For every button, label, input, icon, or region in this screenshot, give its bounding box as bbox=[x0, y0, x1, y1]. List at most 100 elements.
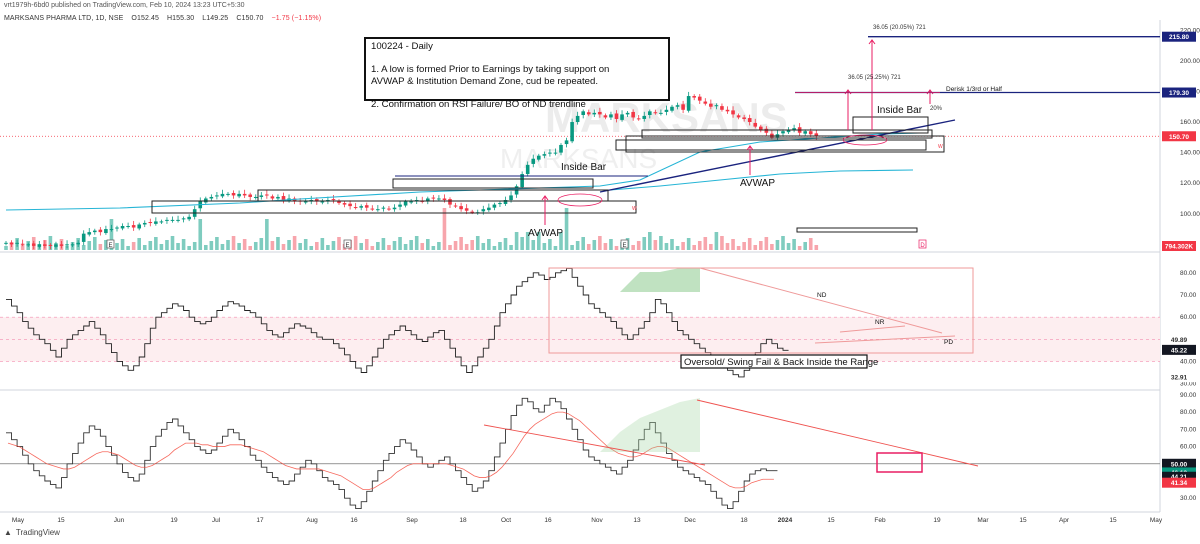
candle bbox=[242, 189, 247, 199]
volume-bar bbox=[165, 240, 169, 250]
candle-body bbox=[220, 193, 225, 197]
price-tick-label: 160.00 bbox=[1180, 119, 1200, 126]
candle-body bbox=[553, 152, 558, 154]
volume-bar bbox=[814, 245, 819, 250]
volume-bar bbox=[653, 240, 658, 250]
candle bbox=[359, 204, 363, 211]
volume-bar bbox=[331, 241, 336, 250]
candle bbox=[586, 109, 591, 117]
rsi-tick-label: 60.00 bbox=[1180, 314, 1197, 321]
osc-ma-line bbox=[7, 411, 774, 491]
candle bbox=[709, 99, 713, 110]
volume-bar bbox=[648, 232, 652, 250]
volume-bar bbox=[725, 243, 730, 250]
analysis-note[interactable]: 100224 - Daily 1. A low is formed Prior … bbox=[364, 37, 670, 110]
candle bbox=[420, 196, 425, 204]
candle-body bbox=[226, 193, 230, 195]
time-axis: May 15 Jun 19 Jul 17 Aug 16 Sep 18 Oct 16 Nov 13 Dec 18… bbox=[12, 517, 1163, 524]
volume-bar bbox=[781, 236, 785, 250]
volume-bar bbox=[370, 246, 375, 250]
candle-body bbox=[353, 207, 358, 209]
candle-body bbox=[731, 110, 735, 115]
volume-bar bbox=[492, 246, 497, 250]
volume-bar bbox=[148, 241, 153, 250]
note-line2: 2. Confirmation on RSI Failure/ BO of ND… bbox=[371, 98, 586, 110]
candle-body bbox=[764, 128, 769, 133]
time-tick-label: 15 bbox=[57, 517, 65, 524]
candle-body bbox=[303, 201, 308, 203]
volume-bar bbox=[192, 242, 197, 250]
candle bbox=[625, 111, 630, 117]
time-tick-label: Mar bbox=[977, 517, 989, 524]
osc-green-fill bbox=[600, 398, 700, 452]
candle bbox=[109, 224, 114, 232]
time-tick-label: Dec bbox=[684, 517, 696, 524]
candle-body bbox=[542, 154, 547, 156]
candle-body bbox=[487, 207, 491, 211]
volume-bar bbox=[109, 219, 114, 250]
candle bbox=[87, 227, 92, 237]
volume-bar bbox=[226, 240, 230, 250]
candle-body bbox=[259, 195, 264, 197]
candle-body bbox=[803, 131, 807, 134]
volume-bar bbox=[642, 237, 647, 250]
candle bbox=[492, 202, 497, 211]
rsi-line bbox=[6, 267, 789, 378]
ohlc-change: −1.75 (−1.15%) bbox=[271, 15, 322, 22]
volume-bar bbox=[48, 236, 53, 250]
candle-body bbox=[4, 242, 8, 244]
derisk-price-tag-bg bbox=[1162, 87, 1196, 98]
candle-body bbox=[392, 207, 397, 210]
volume-bar bbox=[475, 236, 480, 250]
candle bbox=[387, 205, 391, 212]
volume-bar bbox=[381, 238, 386, 250]
volume-bar bbox=[509, 245, 513, 250]
candle bbox=[348, 200, 352, 210]
volume-bar bbox=[320, 238, 325, 250]
volume-bar bbox=[792, 239, 796, 250]
candle-body bbox=[548, 152, 552, 154]
osc-tag-d: 41.34 bbox=[1171, 480, 1188, 487]
volume-bar bbox=[292, 236, 297, 250]
volume-bar bbox=[609, 239, 613, 250]
volume-bar bbox=[531, 240, 536, 250]
volume-bar bbox=[714, 232, 719, 250]
candle-body bbox=[43, 244, 47, 246]
candle-body bbox=[204, 198, 208, 203]
osc-tick-label: 80.00 bbox=[1180, 409, 1197, 416]
rsi-upper-tag-bg bbox=[1162, 334, 1196, 345]
volume-bar bbox=[376, 242, 380, 250]
candle-body bbox=[403, 201, 408, 206]
candle bbox=[115, 225, 119, 232]
footer-brand[interactable]: ▲ TradingView bbox=[4, 528, 60, 537]
candle-body bbox=[592, 112, 597, 115]
volume-tag: 794.302K bbox=[1165, 244, 1193, 251]
candle bbox=[453, 202, 458, 208]
candle-body bbox=[503, 200, 508, 204]
avwap-arrow-left-head bbox=[541, 195, 549, 201]
rsi-pane bbox=[0, 134, 1160, 378]
candle bbox=[31, 240, 36, 250]
candle-body bbox=[770, 133, 774, 138]
candle bbox=[54, 241, 58, 249]
volume-bar bbox=[747, 238, 752, 250]
candle bbox=[43, 240, 47, 249]
time-tick-label: Apr bbox=[1059, 517, 1070, 524]
volume-bar bbox=[459, 237, 463, 250]
candle-body bbox=[237, 193, 241, 197]
zone-box bbox=[852, 116, 929, 134]
candle-body bbox=[808, 131, 813, 135]
candle-body bbox=[104, 229, 108, 234]
rsi-tick-label: 80.00 bbox=[1180, 270, 1197, 277]
osc-tick-label: 90.00 bbox=[1180, 392, 1197, 399]
candle-body bbox=[76, 242, 80, 245]
symbol-name[interactable]: MARKSANS PHARMA LTD, 1D, NSE bbox=[4, 15, 124, 22]
candle-body bbox=[747, 118, 752, 123]
volume-bar bbox=[659, 236, 663, 250]
volume-bar bbox=[575, 241, 580, 250]
candle bbox=[692, 94, 696, 101]
candle-body bbox=[93, 230, 97, 233]
candle-body bbox=[265, 194, 269, 196]
candle-body bbox=[603, 115, 608, 118]
